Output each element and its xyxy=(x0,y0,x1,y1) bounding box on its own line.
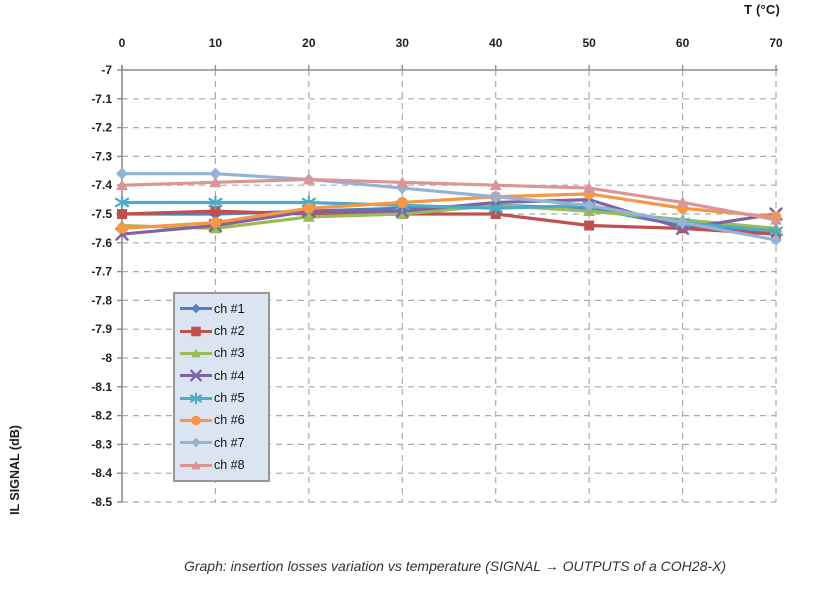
series-marker-ch-8 xyxy=(116,179,128,191)
legend-item-label: ch #5 xyxy=(214,390,245,405)
series-line-ch-8 xyxy=(120,177,778,222)
x-tick-label: 20 xyxy=(302,36,316,50)
legend-item-label: ch #7 xyxy=(214,435,245,450)
y-tick-label: -8.1 xyxy=(91,380,112,394)
legend: ch #1 ch #2 ch #3 ch #4 ch #5 ch #6 ch #7 ch #8 xyxy=(173,292,270,482)
series-marker-ch-8 xyxy=(209,176,222,188)
x-tick-label: 10 xyxy=(209,36,223,50)
legend-item: ch #2 xyxy=(179,321,264,342)
star-marker-icon xyxy=(180,392,212,405)
y-tick-label: -7.4 xyxy=(91,178,112,192)
legend-item: ch #1 xyxy=(179,298,264,319)
series-marker-ch-8 xyxy=(489,179,502,191)
y-tick-label: -7.8 xyxy=(91,293,112,307)
legend-item-label: ch #4 xyxy=(214,368,245,383)
y-tick-label: -8.2 xyxy=(91,409,112,423)
square-marker-icon xyxy=(180,326,212,336)
diamond-marker-icon xyxy=(180,304,212,314)
y-tick-label: -8 xyxy=(101,351,112,365)
y-tick-label: -8.4 xyxy=(91,466,112,480)
legend-item-label: ch #1 xyxy=(214,301,245,316)
y-tick-label: -7.6 xyxy=(91,236,112,250)
x-tick-label: 0 xyxy=(119,36,126,50)
y-tick-label: -7.9 xyxy=(91,322,112,336)
series-marker-ch-5 xyxy=(208,195,223,210)
diamond-marker-icon xyxy=(180,437,212,448)
legend-item-label: ch #6 xyxy=(214,413,245,428)
y-tick-label: -7.2 xyxy=(91,121,112,135)
series-marker-ch-6 xyxy=(116,222,128,234)
y-tick-label: -8.5 xyxy=(91,495,112,509)
series-marker-ch-2 xyxy=(210,206,221,217)
series-marker-ch-8 xyxy=(583,182,596,193)
legend-item: ch #4 xyxy=(179,365,264,386)
series-marker-ch-7 xyxy=(583,199,596,212)
x-tick-label: 60 xyxy=(676,36,690,50)
series-marker-ch-6 xyxy=(303,202,315,214)
series-marker-ch-6 xyxy=(209,217,221,229)
series-marker-ch-5 xyxy=(114,195,130,210)
caption: Graph: insertion losses variation vs tem… xyxy=(183,558,727,574)
legend-item-label: ch #2 xyxy=(214,323,245,338)
x-tick-label: 50 xyxy=(582,36,596,50)
series-marker-ch-5 xyxy=(488,201,503,216)
x-tick-label: 40 xyxy=(489,36,503,50)
series-marker-ch-8 xyxy=(676,196,689,208)
triangle-marker-icon xyxy=(180,460,212,470)
series-marker-ch-8 xyxy=(770,213,782,225)
y-tick-label: -7.3 xyxy=(91,149,112,163)
legend-item: ch #6 xyxy=(179,410,264,431)
series-line-ch-6 xyxy=(120,192,778,230)
series-marker-ch-6 xyxy=(396,196,408,208)
y-tick-label: -7.7 xyxy=(91,265,112,279)
series-marker-ch-7 xyxy=(770,233,782,246)
legend-item: ch #5 xyxy=(179,388,264,409)
y-tick-label: -7.1 xyxy=(91,92,112,106)
series-marker-ch-7 xyxy=(209,167,222,180)
y-tick-label: -8.3 xyxy=(91,437,112,451)
y-tick-label: -7 xyxy=(101,63,112,77)
series-marker-ch-8 xyxy=(396,176,409,188)
series-marker-ch-7 xyxy=(489,190,502,203)
x-axis-title: T (°C) xyxy=(744,2,780,17)
series-marker-ch-2 xyxy=(117,209,127,219)
circle-marker-icon xyxy=(180,415,212,426)
x-marker-icon xyxy=(180,369,212,382)
triangle-marker-icon xyxy=(180,348,212,358)
y-tick-label: -7.5 xyxy=(91,207,112,221)
plot-area: 0 10 20 30 40 50 60 70 -7 -7.1 -7.2 -7.3 -7.4 -7.5 -7.… xyxy=(91,36,784,509)
series-marker-ch-2 xyxy=(584,220,595,231)
series-marker-ch-7 xyxy=(676,216,689,229)
legend-item: ch #3 xyxy=(179,343,264,364)
legend-item: ch #7 xyxy=(179,432,264,453)
legend-item: ch #8 xyxy=(179,455,264,476)
series-line-ch-2 xyxy=(120,209,778,236)
series-marker-ch-3 xyxy=(302,210,315,222)
series-marker-ch-8 xyxy=(302,173,315,185)
x-tick-label: 70 xyxy=(769,36,783,50)
series-marker-ch-7 xyxy=(116,167,128,180)
x-tick-label: 30 xyxy=(396,36,410,50)
series-line-ch-7 xyxy=(120,172,778,242)
series-marker-ch-3 xyxy=(396,208,409,219)
legend-item-label: ch #3 xyxy=(214,346,245,361)
legend-item-label: ch #8 xyxy=(214,457,245,472)
